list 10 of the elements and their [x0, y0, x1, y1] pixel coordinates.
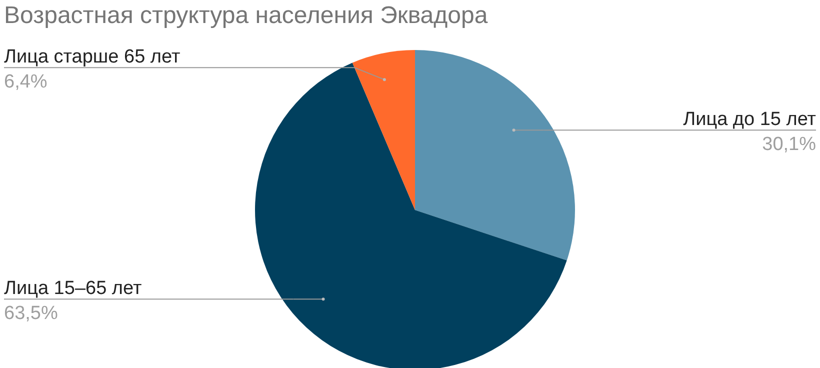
data-label: 63,5%	[4, 303, 58, 324]
pie-slice	[255, 62, 567, 368]
pie-slice	[352, 50, 415, 210]
chart-title: Возрастная структура населения Эквадора	[4, 2, 488, 30]
slice-label: Лица 15–65 лет	[4, 278, 142, 300]
data-label: 30,1%	[762, 134, 816, 156]
data-label: 6,4%	[4, 72, 48, 93]
slice-label: Лица до 15 лет	[683, 109, 816, 130]
slice-label: Лица старше 65 лет	[4, 46, 180, 68]
pie-slice	[415, 50, 575, 260]
